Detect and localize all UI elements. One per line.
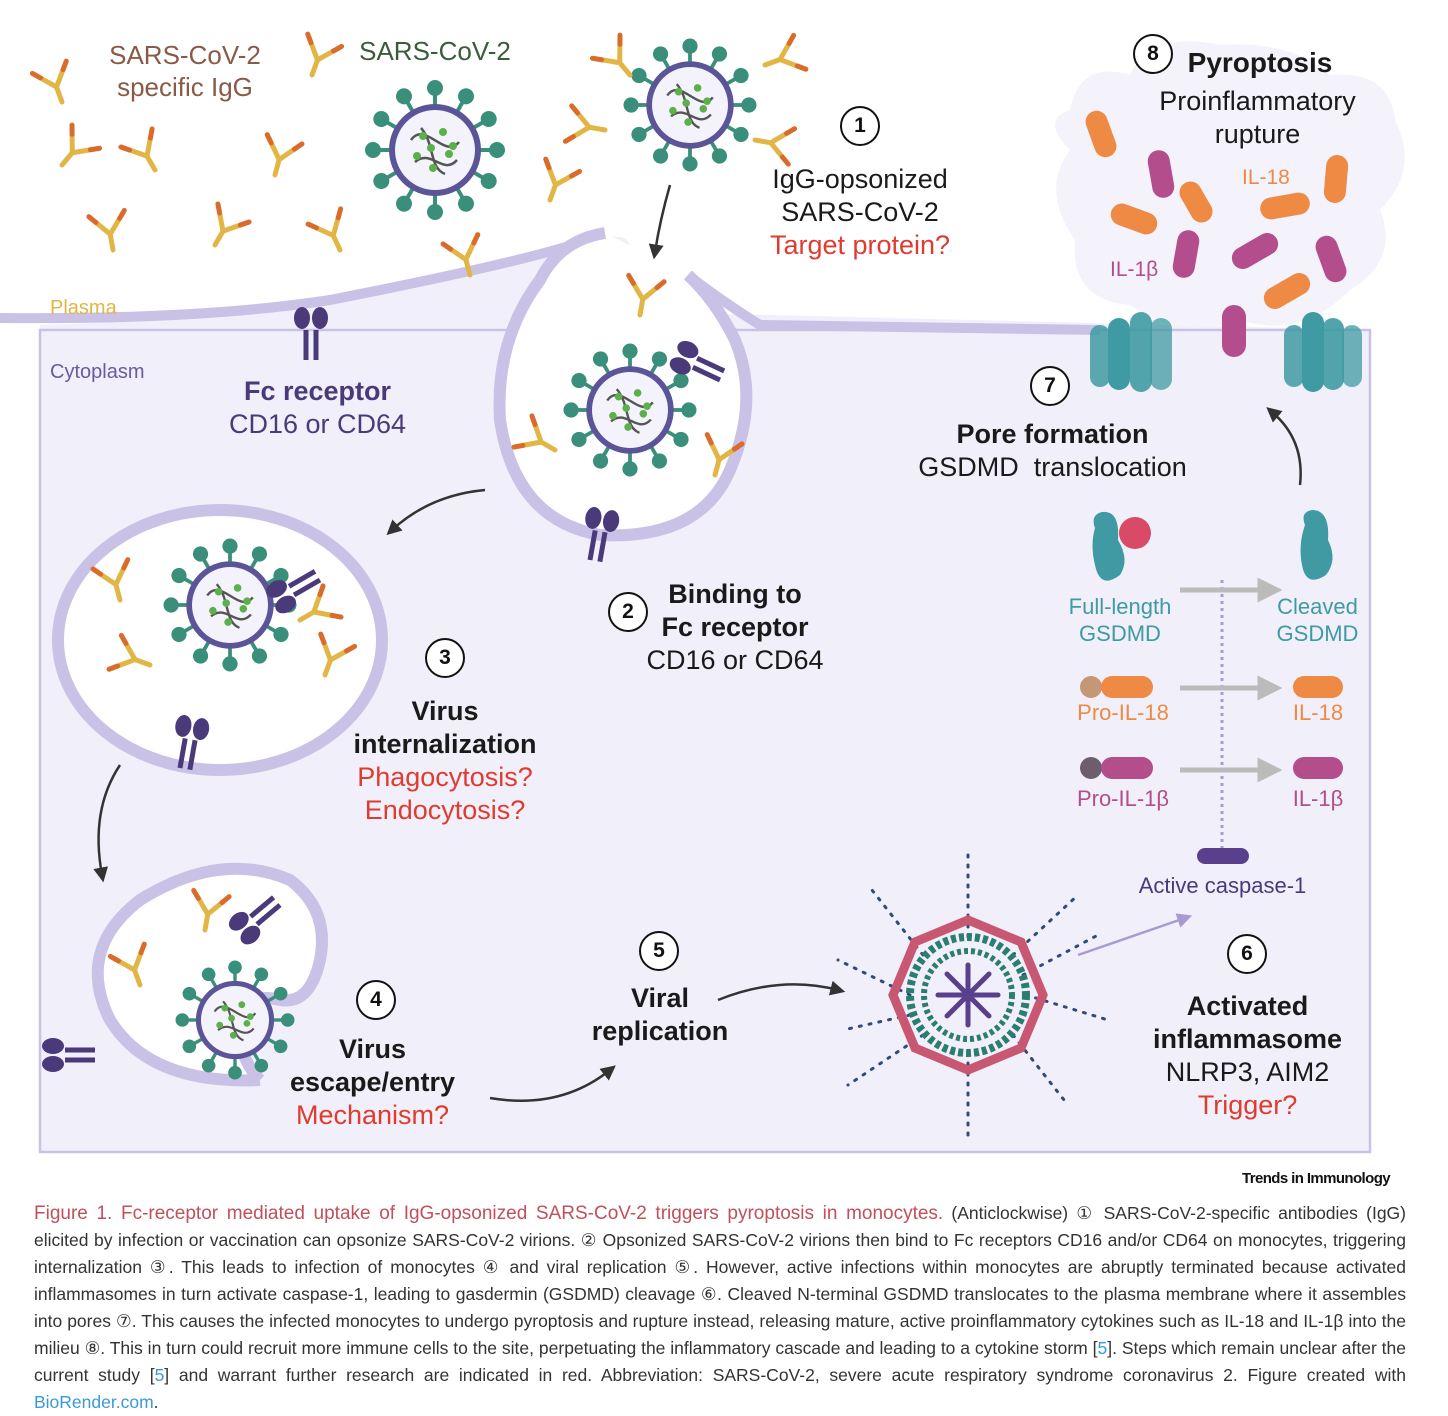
step4-question: Mechanism?: [295, 1099, 450, 1130]
step3-question2: Endocytosis?: [364, 794, 526, 825]
step6-label: Activated inflammasome NLRP3, AIM2 Trigg…: [1135, 990, 1360, 1122]
step7-title: Pore formation: [956, 419, 1149, 449]
step8-sub-line2: rupture: [1214, 118, 1301, 149]
step7-label: Pore formation GSDMD translocation: [895, 418, 1210, 484]
step5-line1: Viral: [630, 983, 690, 1013]
figure-caption: Figure 1. Fc-receptor mediated uptake of…: [34, 1200, 1406, 1416]
full-gsdmd-line1: Full-length: [1068, 594, 1172, 619]
step6-sub: NLRP3, AIM2: [1165, 1056, 1330, 1087]
cleaved-gsdmd-line2: GSDMD: [1276, 620, 1359, 646]
virus-label: SARS-CoV-2: [359, 36, 511, 66]
step3-label: Virus internalization Phagocytosis? Endo…: [335, 695, 555, 827]
flow-arrows: [93, 184, 1302, 1102]
cleaved-gsdmd-line1: Cleaved: [1277, 594, 1358, 619]
step3-badge: 3: [425, 638, 465, 678]
step2-sub: CD16 or CD64: [646, 644, 824, 675]
diagram-canvas: [0, 0, 1405, 1154]
caption-text-2: ]. Steps which remain unclear after the …: [34, 1338, 1406, 1385]
full-gsdmd-label: Full-length GSDMD: [1055, 594, 1185, 648]
step8-sub: Proinflammatory rupture: [1140, 85, 1375, 151]
step3-line1: Virus: [411, 696, 479, 726]
cytoplasm-label: Cytoplasm: [50, 361, 145, 383]
step1-question: Target protein?: [769, 229, 951, 260]
caption-ref-2[interactable]: 5: [154, 1365, 165, 1385]
igg-label-line2: specific IgG: [117, 71, 253, 102]
step6-line2: inflammasome: [1152, 1023, 1343, 1054]
step4-line1: Virus: [338, 1034, 407, 1064]
step6-question: Trigger?: [1197, 1089, 1298, 1120]
step4-badge: 4: [356, 980, 396, 1020]
igg-label-line1: SARS-CoV-2: [109, 40, 261, 70]
step2-label: Binding to Fc receptor CD16 or CD64: [630, 578, 840, 677]
step4-line2: escape/entry: [289, 1066, 456, 1097]
step1-badge: 1: [840, 106, 880, 146]
full-gsdmd-line2: GSDMD: [1079, 620, 1161, 646]
step2-line1: Binding to: [668, 579, 802, 609]
cleaved-gsdmd-label: Cleaved GSDMD: [1265, 594, 1370, 648]
biorender-link[interactable]: BioRender.com: [34, 1392, 154, 1412]
step2-badge: 2: [608, 592, 648, 632]
caption-text-4: .: [153, 1392, 159, 1412]
plasma-label: Plasma: [50, 297, 117, 319]
caption-text-3: ] and warrant further research are indic…: [164, 1365, 1406, 1385]
step2-line2: Fc receptor: [661, 611, 809, 642]
virus-free: [367, 82, 503, 218]
step1-line1: IgG-opsonized: [772, 164, 948, 194]
pro-il1b-label: Pro-IL-1β: [1076, 786, 1170, 811]
step7-badge: 7: [1030, 366, 1070, 406]
pro-il18-label: Pro-IL-18: [1077, 700, 1169, 725]
il1b-cloud-label: IL-1β: [1110, 258, 1159, 281]
il18-product-label: IL-18: [1292, 700, 1344, 725]
fc-receptor-label: Fc receptor CD16 or CD64: [205, 375, 430, 441]
caption-text-1: (Anticlockwise) ① SARS-CoV-2-specific an…: [34, 1203, 1406, 1358]
caption-title: Figure 1. Fc-receptor mediated uptake of…: [34, 1203, 944, 1224]
step4-label: Virus escape/entry Mechanism?: [270, 1033, 475, 1132]
caspase-label: Active caspase-1: [1138, 873, 1307, 898]
caption-ref-1[interactable]: 5: [1097, 1338, 1108, 1358]
igg-label: SARS-CoV-2 specific IgG: [90, 40, 280, 103]
step1-line2: SARS-CoV-2: [781, 196, 939, 227]
step6-line1: Activated: [1186, 991, 1309, 1021]
step8-sub-line1: Proinflammatory: [1159, 86, 1356, 116]
fc-receptor-sub: CD16 or CD64: [228, 408, 407, 439]
step5-line2: replication: [591, 1015, 729, 1046]
figure: SARS-CoV-2 specific IgG SARS-CoV-2 Plasm…: [0, 0, 1405, 1154]
pyroptosis-cloud: [1055, 41, 1405, 357]
il1b-product-label: IL-1β: [1292, 786, 1344, 811]
il18-cloud-label: IL-18: [1242, 166, 1290, 189]
virus-opsonized: [625, 40, 754, 169]
step8-badge: 8: [1133, 34, 1173, 74]
step3-line2: internalization: [353, 728, 537, 759]
step3-question1: Phagocytosis?: [357, 761, 533, 792]
inflammasome: [836, 853, 1110, 1137]
step5-label: Viral replication: [575, 982, 745, 1048]
step1-label: IgG-opsonized SARS-CoV-2 Target protein?: [740, 163, 980, 262]
step5-badge: 5: [639, 931, 679, 971]
fc-receptor-title: Fc receptor: [243, 376, 392, 406]
step7-sub: GSDMD translocation: [918, 451, 1187, 482]
cleavage-panel: [1080, 510, 1343, 864]
gsdmd-pores: [1090, 312, 1362, 392]
step8-title: Pyroptosis: [1187, 47, 1333, 78]
step6-badge: 6: [1227, 934, 1267, 974]
journal-name: Trends in Immunology: [1241, 1170, 1391, 1187]
